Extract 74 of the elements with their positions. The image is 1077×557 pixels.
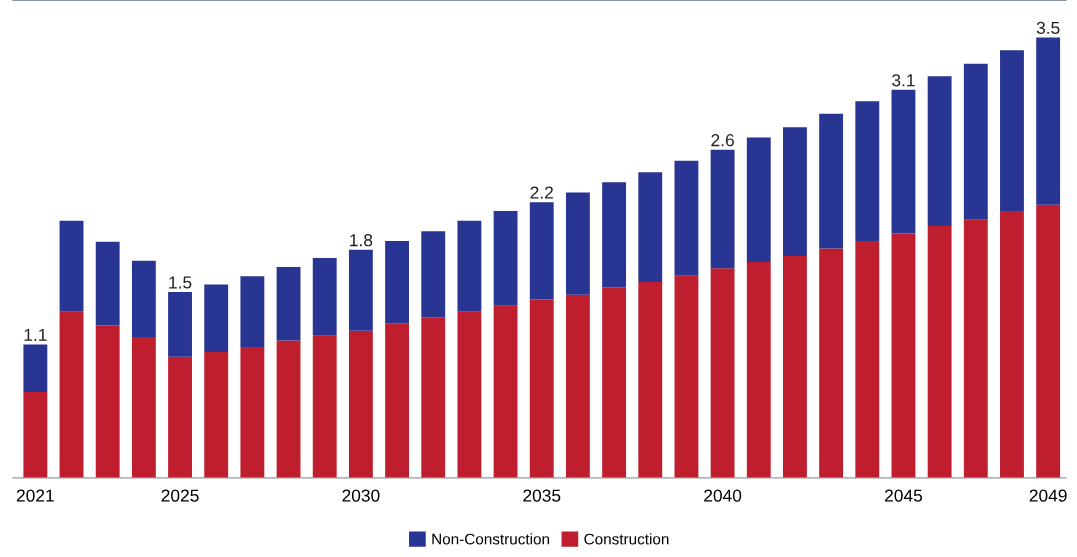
annotation: 3.5 bbox=[1036, 21, 1060, 35]
bar bbox=[348, 330, 373, 478]
bar bbox=[131, 336, 156, 478]
bar bbox=[493, 305, 518, 478]
bar bbox=[963, 219, 988, 478]
bar bbox=[493, 210, 518, 306]
bar bbox=[565, 294, 590, 478]
bar bbox=[457, 311, 482, 478]
bar bbox=[204, 284, 229, 352]
bar bbox=[638, 281, 663, 478]
bar bbox=[168, 292, 192, 357]
bar bbox=[783, 127, 807, 256]
x-tick-label: 2030 bbox=[342, 489, 380, 502]
bar bbox=[1036, 204, 1061, 478]
x-tick-label: 2045 bbox=[885, 489, 923, 502]
bar bbox=[674, 160, 699, 276]
bar bbox=[927, 76, 952, 226]
bar bbox=[674, 275, 699, 478]
bar bbox=[1000, 50, 1024, 211]
annotation: 1.1 bbox=[24, 328, 47, 341]
bar bbox=[240, 276, 265, 348]
annotation: 3.1 bbox=[892, 74, 915, 87]
bar bbox=[819, 248, 844, 478]
x-tick-label: 2040 bbox=[704, 489, 742, 502]
bar bbox=[565, 192, 590, 295]
bar bbox=[276, 266, 301, 341]
bar bbox=[529, 202, 554, 300]
bar bbox=[276, 340, 301, 478]
x-tick-label: 2035 bbox=[523, 489, 561, 502]
x-tick-label: 2021 bbox=[16, 489, 54, 502]
bar bbox=[710, 149, 735, 269]
bar bbox=[783, 255, 807, 478]
x-tick-label: 2049 bbox=[1029, 489, 1067, 502]
bar bbox=[59, 220, 84, 312]
bar bbox=[385, 323, 409, 478]
bar bbox=[59, 311, 84, 478]
bar bbox=[891, 233, 916, 478]
bar bbox=[168, 356, 192, 478]
bar bbox=[312, 258, 337, 336]
bar bbox=[710, 268, 735, 478]
bar bbox=[855, 240, 880, 478]
annotation: 1.5 bbox=[169, 276, 192, 289]
bar bbox=[23, 392, 48, 478]
bar bbox=[23, 344, 48, 393]
bar bbox=[131, 260, 156, 337]
bar bbox=[927, 225, 952, 478]
bar bbox=[457, 220, 482, 312]
legend-label: Construction bbox=[584, 533, 669, 545]
bar bbox=[95, 241, 120, 326]
bar bbox=[240, 347, 265, 478]
bar bbox=[819, 113, 844, 249]
bar bbox=[602, 182, 627, 288]
bar bbox=[421, 231, 446, 318]
annotation: 2.6 bbox=[711, 134, 734, 147]
bar bbox=[421, 317, 446, 478]
x-tick-label: 2025 bbox=[161, 489, 199, 502]
bar bbox=[385, 240, 409, 324]
bar bbox=[1000, 210, 1024, 478]
legend-label: Non-Construction bbox=[432, 533, 550, 545]
bar bbox=[746, 137, 771, 263]
annotation: 1.8 bbox=[350, 234, 373, 247]
bar bbox=[638, 172, 663, 282]
bar bbox=[529, 299, 554, 478]
bar bbox=[1036, 37, 1061, 205]
bar bbox=[963, 63, 988, 220]
bar bbox=[348, 249, 373, 331]
bar bbox=[602, 287, 627, 478]
bar bbox=[95, 325, 120, 478]
bar bbox=[204, 351, 229, 478]
bar bbox=[746, 262, 771, 478]
bar bbox=[891, 89, 916, 234]
annotation: 2.2 bbox=[530, 186, 553, 199]
bar bbox=[312, 335, 337, 478]
bar bbox=[855, 101, 880, 241]
